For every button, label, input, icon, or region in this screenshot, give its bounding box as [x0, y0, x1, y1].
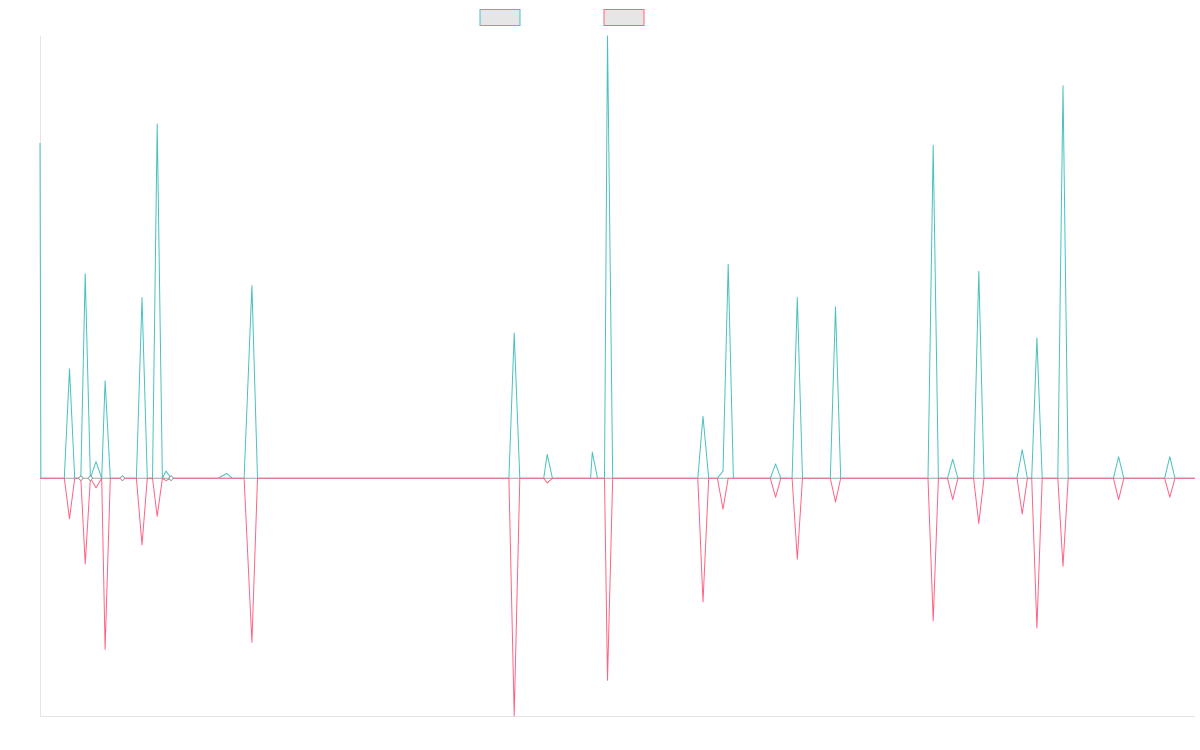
plot-area [39, 35, 1195, 717]
series-point-4 [168, 475, 175, 482]
legend-swatch-2 [603, 9, 645, 26]
series-point-2 [87, 475, 94, 482]
series-point-1 [77, 475, 84, 482]
series-line-2 [40, 477, 1195, 717]
legend [479, 9, 645, 26]
series-point-3 [119, 475, 126, 482]
axes [40, 36, 1195, 717]
legend-swatch-1 [479, 9, 521, 26]
series-line-1 [39, 35, 1195, 479]
